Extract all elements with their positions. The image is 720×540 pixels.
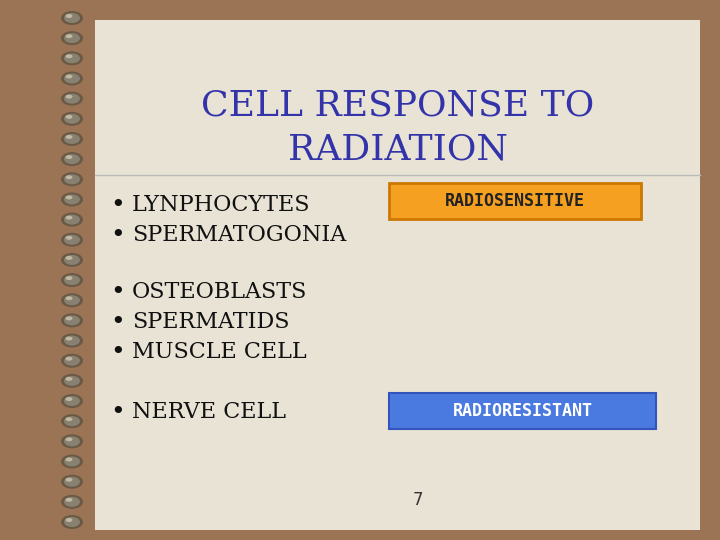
Text: SPERMATOGONIA: SPERMATOGONIA <box>132 224 346 246</box>
Ellipse shape <box>64 134 80 144</box>
Ellipse shape <box>66 377 73 381</box>
Ellipse shape <box>64 13 80 23</box>
Ellipse shape <box>66 55 73 58</box>
Ellipse shape <box>66 276 73 280</box>
Ellipse shape <box>66 417 73 421</box>
FancyBboxPatch shape <box>389 183 641 219</box>
Ellipse shape <box>61 152 83 166</box>
Ellipse shape <box>61 414 83 428</box>
Ellipse shape <box>64 315 80 326</box>
Ellipse shape <box>66 518 73 522</box>
Ellipse shape <box>61 172 83 186</box>
Ellipse shape <box>64 174 80 184</box>
Ellipse shape <box>66 14 73 18</box>
Ellipse shape <box>66 195 73 199</box>
Ellipse shape <box>66 236 73 240</box>
Ellipse shape <box>64 376 80 386</box>
Ellipse shape <box>66 296 73 300</box>
Ellipse shape <box>64 497 80 507</box>
Ellipse shape <box>64 356 80 366</box>
Polygon shape <box>95 20 700 530</box>
Ellipse shape <box>61 354 83 368</box>
Ellipse shape <box>64 194 80 205</box>
Ellipse shape <box>61 92 83 106</box>
Ellipse shape <box>66 176 73 179</box>
Ellipse shape <box>61 495 83 509</box>
Text: 7: 7 <box>413 491 423 509</box>
Ellipse shape <box>64 275 80 285</box>
Ellipse shape <box>61 455 83 469</box>
Ellipse shape <box>64 335 80 346</box>
Ellipse shape <box>61 112 83 126</box>
Ellipse shape <box>66 457 73 462</box>
Ellipse shape <box>66 34 73 38</box>
Ellipse shape <box>64 517 80 527</box>
Ellipse shape <box>66 155 73 159</box>
Ellipse shape <box>66 135 73 139</box>
Ellipse shape <box>61 434 83 448</box>
Text: •: • <box>111 193 125 217</box>
FancyBboxPatch shape <box>389 393 656 429</box>
Ellipse shape <box>61 71 83 85</box>
Ellipse shape <box>64 477 80 487</box>
Ellipse shape <box>64 114 80 124</box>
Ellipse shape <box>61 11 83 25</box>
Ellipse shape <box>66 478 73 482</box>
Ellipse shape <box>66 357 73 361</box>
Ellipse shape <box>66 256 73 260</box>
Ellipse shape <box>64 73 80 84</box>
Ellipse shape <box>61 31 83 45</box>
Ellipse shape <box>61 313 83 327</box>
Ellipse shape <box>61 475 83 489</box>
Text: CELL RESPONSE TO: CELL RESPONSE TO <box>201 88 594 122</box>
Text: NERVE CELL: NERVE CELL <box>132 401 286 423</box>
Ellipse shape <box>64 93 80 104</box>
Ellipse shape <box>64 295 80 305</box>
Ellipse shape <box>61 192 83 206</box>
Ellipse shape <box>61 334 83 348</box>
Ellipse shape <box>66 437 73 441</box>
Ellipse shape <box>64 235 80 245</box>
Ellipse shape <box>64 255 80 265</box>
Ellipse shape <box>64 416 80 426</box>
Text: •: • <box>111 223 125 247</box>
Ellipse shape <box>61 374 83 388</box>
Ellipse shape <box>61 293 83 307</box>
Ellipse shape <box>64 154 80 164</box>
Text: MUSCLE CELL: MUSCLE CELL <box>132 341 307 363</box>
Ellipse shape <box>66 397 73 401</box>
Ellipse shape <box>61 233 83 247</box>
Ellipse shape <box>64 396 80 406</box>
Ellipse shape <box>61 394 83 408</box>
Text: •: • <box>111 340 125 364</box>
Ellipse shape <box>66 115 73 119</box>
Text: RADIATION: RADIATION <box>287 133 508 167</box>
Ellipse shape <box>64 53 80 63</box>
Ellipse shape <box>66 75 73 78</box>
Ellipse shape <box>66 215 73 220</box>
Ellipse shape <box>66 94 73 99</box>
Ellipse shape <box>66 336 73 341</box>
Ellipse shape <box>66 498 73 502</box>
Ellipse shape <box>64 436 80 447</box>
Ellipse shape <box>64 33 80 43</box>
Text: OSTEOBLASTS: OSTEOBLASTS <box>132 281 307 303</box>
Ellipse shape <box>61 515 83 529</box>
Ellipse shape <box>61 51 83 65</box>
Text: •: • <box>111 280 125 304</box>
Text: •: • <box>111 400 125 424</box>
Text: •: • <box>111 310 125 334</box>
Text: LYNPHOCYTES: LYNPHOCYTES <box>132 194 310 216</box>
Ellipse shape <box>61 273 83 287</box>
Ellipse shape <box>66 316 73 320</box>
Text: RADIOSENSITIVE: RADIOSENSITIVE <box>445 192 585 210</box>
Ellipse shape <box>61 132 83 146</box>
Ellipse shape <box>64 456 80 467</box>
Ellipse shape <box>64 214 80 225</box>
Ellipse shape <box>61 253 83 267</box>
Ellipse shape <box>61 213 83 227</box>
Text: SPERMATIDS: SPERMATIDS <box>132 311 289 333</box>
Text: RADIORESISTANT: RADIORESISTANT <box>452 402 593 420</box>
